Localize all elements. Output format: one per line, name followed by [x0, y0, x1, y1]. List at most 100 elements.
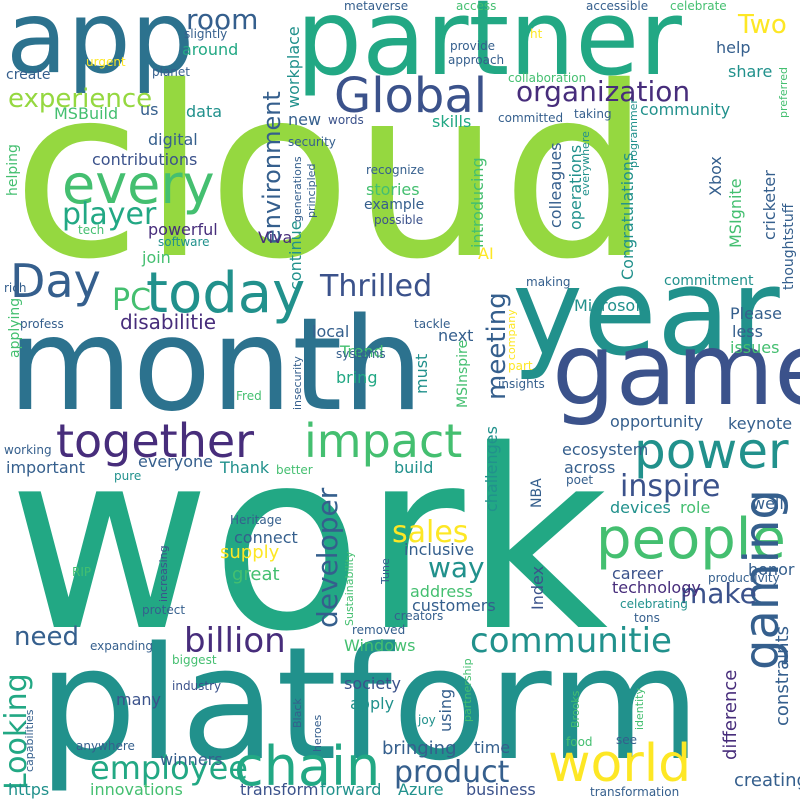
word-inclusive: inclusive	[404, 540, 475, 559]
word-community: community	[640, 100, 731, 119]
word-heroes: heroes	[311, 714, 324, 752]
word-msignite: MSIgnite	[726, 178, 745, 248]
word-biggest: biggest	[172, 653, 217, 667]
word-challenges: challenges	[482, 426, 501, 512]
word-make: make	[680, 577, 757, 610]
word-technology: technology	[612, 578, 701, 597]
word-many: many	[116, 690, 161, 709]
word-preferred: preferred	[777, 66, 790, 118]
word-committed: committed	[498, 111, 564, 125]
word-across: across	[564, 458, 616, 477]
word-creators: creators	[394, 609, 444, 623]
word-product: product	[394, 755, 510, 790]
word-tons: tons	[634, 611, 660, 625]
word-colleagues: colleagues	[546, 142, 565, 228]
word-profess: profess	[20, 317, 64, 331]
word-rich: rich	[4, 281, 27, 295]
word-continue: continue	[286, 220, 305, 290]
word-tackle: tackle	[414, 317, 451, 331]
word-nba: NBA	[529, 478, 545, 508]
word-ht: ht	[530, 27, 543, 41]
word-stories: stories	[366, 180, 420, 199]
word-provide: provide	[450, 39, 496, 53]
word-insecurity: insecurity	[291, 356, 304, 410]
word-identity: identity	[633, 688, 646, 730]
word-everyone: everyone	[138, 452, 213, 471]
word-skills: skills	[432, 112, 472, 131]
word-pure: pure	[114, 469, 142, 483]
word-power: power	[634, 422, 789, 480]
word-https: https	[8, 780, 50, 799]
word-great: great	[232, 564, 280, 585]
word-winners: winners	[160, 750, 223, 769]
word-create: create	[6, 67, 51, 83]
word-bringing: bringing	[382, 738, 457, 759]
word-join: join	[142, 248, 171, 267]
word-commitment: commitment	[664, 273, 754, 289]
word-principled: principled	[305, 163, 318, 218]
word-time: time	[474, 738, 511, 757]
word-disabilitie: disabilitie	[120, 310, 216, 334]
word-company: company	[505, 309, 518, 360]
word-index: Index	[528, 565, 547, 610]
word-rip: RIP	[72, 565, 92, 579]
word-apply: apply	[350, 694, 395, 713]
word-day: Day	[10, 254, 101, 308]
word-using: using	[436, 688, 455, 732]
word-industry: industry	[172, 679, 222, 693]
word-protect: protect	[142, 603, 186, 617]
word-partner: partner	[296, 0, 682, 99]
word-words: words	[328, 113, 364, 127]
word-software: software	[158, 235, 210, 249]
word-need: need	[14, 622, 79, 652]
word-environment: environment	[258, 91, 286, 244]
word-food: food	[566, 735, 593, 749]
word-important: important	[6, 458, 86, 477]
word-local: local	[312, 322, 350, 341]
word-share: share	[728, 62, 773, 81]
word-windows: Windows	[344, 636, 416, 655]
word-communitie: communitie	[470, 621, 672, 661]
word-issues: issues	[730, 338, 780, 357]
word-ai: AI	[478, 244, 494, 263]
word-possible: possible	[374, 213, 424, 227]
word-sales: sales	[392, 515, 469, 550]
word-increasing: increasing	[157, 545, 170, 602]
word-msbuild: MSBuild	[54, 104, 119, 123]
word-bring: bring	[336, 368, 378, 387]
word-removed: removed	[352, 623, 406, 637]
word-congratulations: Congratulations	[618, 152, 637, 280]
word-billion: billion	[184, 621, 286, 661]
word-trend: Trend	[340, 342, 384, 361]
word-transformation: transformation	[590, 785, 680, 799]
word-today: today	[146, 261, 306, 326]
word-productivity: productivity	[708, 571, 780, 585]
word-capabilities: capabilities	[23, 709, 36, 772]
word-making: making	[526, 275, 571, 289]
word-impact: impact	[304, 414, 463, 468]
word-connect: connect	[234, 528, 298, 547]
word-thoughtstuff: thoughtstuff	[781, 203, 797, 290]
word-sustainability: Sustainability	[343, 551, 356, 626]
word-accessible: accessible	[586, 0, 649, 13]
word-game: game	[552, 311, 800, 428]
word-player: player	[62, 197, 157, 232]
word-xbox: Xbox	[706, 156, 725, 196]
word-security: security	[288, 135, 336, 149]
word-everywhere: everywhere	[579, 131, 592, 196]
word-azure: Azure	[398, 780, 444, 799]
word-constraints: constraints	[772, 625, 793, 726]
word-creating: creating	[734, 770, 800, 791]
word-difference: difference	[720, 669, 741, 760]
word-transform: transform	[240, 780, 319, 799]
word-world: world	[548, 734, 692, 794]
word-please: Please	[730, 304, 782, 323]
word-month: month	[8, 291, 424, 440]
word-opportunity: opportunity	[610, 412, 704, 431]
word-introducing: introducing	[468, 157, 487, 248]
word-two: Two	[738, 10, 787, 40]
word-anywhere: anywhere	[76, 739, 135, 753]
word-every: every	[62, 153, 215, 216]
word-address: address	[410, 582, 473, 601]
